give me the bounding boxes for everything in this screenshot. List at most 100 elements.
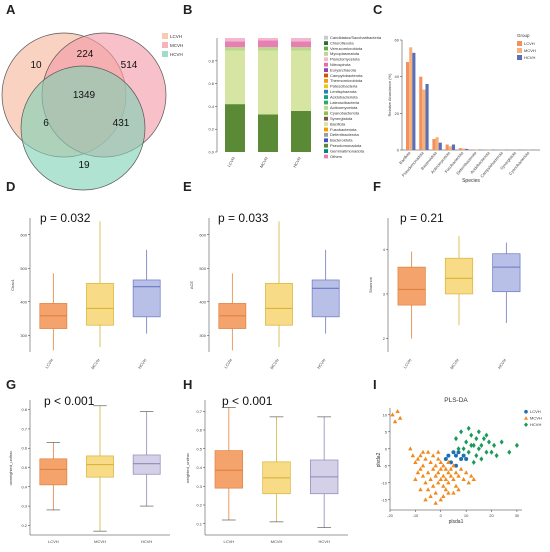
x-tick-label: MCVH [271, 539, 283, 544]
panel-label-h: H [183, 377, 192, 392]
bar-segment [258, 38, 278, 41]
stacked-bar-chart: 0.0 0.2 0.4 0.6 0.8 LCVH MCVH HCVH Candidatus/Sa… [208, 35, 381, 169]
legend-swatch [324, 143, 328, 148]
scatter-point-mcvh [433, 500, 438, 505]
y-tick-label: 500 [199, 266, 206, 271]
scatter-point-mcvh [438, 466, 443, 471]
boxplot-d: 300 400 500 600 LCVH MCVH HCVH Chao1 p = 0.032 [10, 211, 161, 370]
boxplot-h: 0.1 0.2 0.3 0.4 0.5 0.6 0.7 LCVH MCVH HCVH weighte… [185, 394, 348, 544]
scatter-point-mcvh [408, 446, 413, 451]
scatter-point-hcvh [476, 429, 481, 435]
x-tick-label: HCVH [141, 539, 152, 544]
venn-circle-hcvh [20, 65, 146, 191]
y-tick-label: 0.3 [21, 504, 27, 509]
scatter-point-mcvh [461, 477, 466, 481]
scatter-point-hcvh [489, 449, 494, 455]
venn-legend-label: MCVH [170, 43, 183, 48]
scatter-point-mcvh [415, 456, 421, 461]
x-tick-label: LCVH [223, 358, 233, 370]
venn-count-lcvh-hcvh: 6 [43, 118, 49, 129]
panel-label-g: G [6, 377, 16, 392]
scatter-point-mcvh [428, 460, 433, 464]
legend-label: HCVH [524, 55, 535, 60]
box [397, 266, 426, 306]
scatter-point-mcvh [397, 415, 403, 420]
venn-legend-label: HCVH [170, 52, 183, 57]
p-value-label: p < 0.001 [222, 394, 273, 408]
scatter-point-mcvh [438, 460, 443, 464]
scatter-point-mcvh [436, 449, 441, 454]
legend-swatch [324, 138, 328, 143]
x-tick-label: LCVH [223, 539, 234, 544]
scatter-point-hcvh [499, 439, 504, 445]
y-tick-label: 400 [199, 299, 206, 304]
y-tick-label: 20 [395, 111, 400, 116]
scatter-point-lcvh [451, 450, 456, 455]
bar-segment [225, 104, 245, 152]
scatter-point-hcvh [454, 436, 458, 442]
scatter-point-hcvh [484, 432, 489, 438]
scatter-point-mcvh [423, 497, 428, 502]
bar [458, 148, 462, 150]
y-tick-label: 0.3 [196, 484, 202, 489]
scatter-point-mcvh [441, 483, 446, 488]
bar [448, 146, 452, 150]
legend-label: Lentisphaerota [330, 89, 357, 94]
y-tick-label: 0.8 [21, 407, 27, 412]
scatter-point-mcvh [451, 490, 456, 495]
legend-marker [524, 416, 528, 420]
panel-label-d: D [6, 179, 15, 194]
y-tick-label: 600 [199, 232, 206, 237]
venn-count-lcvh-only: 10 [30, 60, 42, 71]
y-axis-title: Shannon [368, 277, 373, 293]
legend-label: Nitrospirota [330, 62, 351, 67]
legend-label: HCVH [530, 422, 541, 427]
y-axis-title: Relative Abundance (%) [387, 73, 392, 117]
legend-label: Synergistota [330, 116, 353, 121]
panel-label-b: B [183, 2, 192, 17]
legend-swatch [324, 68, 328, 72]
bar [409, 47, 413, 151]
boxplot-f: 2 3 4 LCVH MCVH HCVH Shannon p = 0.21 [368, 211, 521, 371]
scatter-point-mcvh [418, 487, 423, 492]
scatter-point-mcvh [390, 412, 395, 417]
legend-marker [524, 422, 528, 427]
venn-legend-label: LCVH [170, 34, 182, 39]
scatter-point-hcvh [479, 442, 484, 448]
bar [472, 149, 476, 150]
box [265, 282, 293, 326]
scatter-point-mcvh [395, 409, 400, 413]
scatter-point-mcvh [446, 490, 451, 495]
x-tick-label: MCVH [94, 539, 106, 544]
bar-segment [291, 110, 311, 152]
legend-swatch [324, 100, 328, 105]
venn-count-lcvh-mcvh: 224 [77, 49, 94, 60]
scatter-point-hcvh [474, 453, 479, 459]
y-axis-title: plsda2 [376, 452, 382, 467]
p-value-label: p = 0.21 [400, 211, 444, 225]
scatter-point-mcvh [425, 487, 431, 492]
legend-label: LCVH [530, 409, 541, 414]
scatter-point-hcvh [474, 436, 479, 442]
scatter-point-mcvh [458, 466, 464, 471]
boxplot-g: 0.2 0.3 0.4 0.5 0.6 0.7 0.8 LCVH MCVH HCVH unweigh… [8, 394, 170, 544]
scatter-point-mcvh [425, 470, 431, 475]
y-tick-label: 0 [397, 148, 400, 153]
y-tick-label: 0.5 [21, 465, 27, 470]
plot-title: PLS-DA [444, 397, 468, 404]
scatter-point-lcvh [464, 457, 469, 461]
legend-label: Planctomycetota [330, 57, 360, 62]
x-tick-label: MCVH [449, 358, 460, 371]
boxplot-e: 300 400 500 600 LCVH MCVH HCVH ACE p = 0.033 [189, 211, 340, 370]
bar [475, 149, 479, 150]
scatter-point-hcvh [481, 436, 486, 442]
legend-swatch [324, 62, 328, 67]
scatter-point-lcvh [459, 457, 464, 461]
y-tick-label: 0.4 [196, 465, 202, 470]
scatter-point-mcvh [451, 477, 456, 481]
legend-label: Actinomycetota [330, 105, 358, 110]
legend-title: Group [517, 33, 530, 38]
scatter-point-mcvh [423, 456, 428, 461]
bar-segment [258, 50, 278, 115]
